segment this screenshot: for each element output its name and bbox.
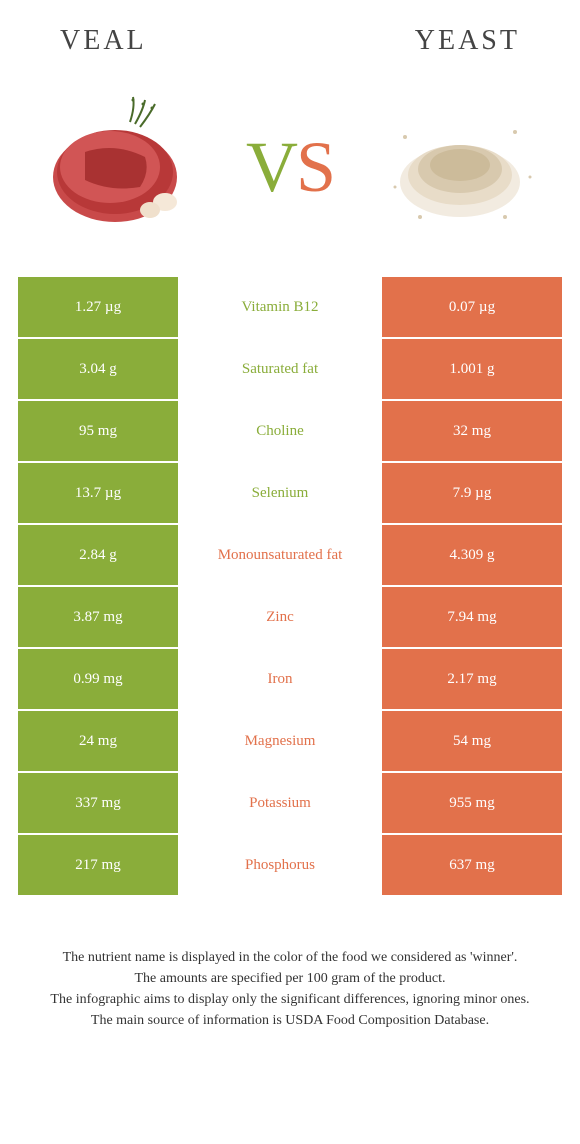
table-row: 95 mgCholine32 mg bbox=[18, 401, 562, 461]
nutrient-label: Selenium bbox=[178, 463, 382, 523]
yeast-image bbox=[370, 87, 550, 247]
value-left: 95 mg bbox=[18, 401, 178, 461]
value-left: 13.7 µg bbox=[18, 463, 178, 523]
header: VEAL YEAST bbox=[0, 0, 580, 67]
footer-line: The nutrient name is displayed in the co… bbox=[30, 947, 550, 968]
nutrient-label: Zinc bbox=[178, 587, 382, 647]
vs-v: V bbox=[246, 127, 296, 207]
nutrient-label: Phosphorus bbox=[178, 835, 382, 895]
value-right: 7.94 mg bbox=[382, 587, 562, 647]
nutrient-label: Saturated fat bbox=[178, 339, 382, 399]
value-left: 3.04 g bbox=[18, 339, 178, 399]
value-right: 2.17 mg bbox=[382, 649, 562, 709]
value-right: 4.309 g bbox=[382, 525, 562, 585]
table-row: 13.7 µgSelenium7.9 µg bbox=[18, 463, 562, 523]
title-right: YEAST bbox=[415, 25, 520, 57]
table-row: 2.84 gMonounsaturated fat4.309 g bbox=[18, 525, 562, 585]
table-row: 0.99 mgIron2.17 mg bbox=[18, 649, 562, 709]
table-row: 24 mgMagnesium54 mg bbox=[18, 711, 562, 771]
value-left: 217 mg bbox=[18, 835, 178, 895]
value-right: 1.001 g bbox=[382, 339, 562, 399]
veal-image bbox=[30, 87, 210, 247]
table-row: 1.27 µgVitamin B120.07 µg bbox=[18, 277, 562, 337]
nutrient-label: Magnesium bbox=[178, 711, 382, 771]
value-left: 24 mg bbox=[18, 711, 178, 771]
value-left: 337 mg bbox=[18, 773, 178, 833]
vs-s: S bbox=[296, 127, 334, 207]
footer-notes: The nutrient name is displayed in the co… bbox=[0, 897, 580, 1051]
nutrient-label: Iron bbox=[178, 649, 382, 709]
table-row: 337 mgPotassium955 mg bbox=[18, 773, 562, 833]
nutrient-label: Vitamin B12 bbox=[178, 277, 382, 337]
nutrient-label: Potassium bbox=[178, 773, 382, 833]
value-left: 0.99 mg bbox=[18, 649, 178, 709]
value-right: 0.07 µg bbox=[382, 277, 562, 337]
value-right: 32 mg bbox=[382, 401, 562, 461]
value-right: 54 mg bbox=[382, 711, 562, 771]
nutrient-label: Choline bbox=[178, 401, 382, 461]
footer-line: The main source of information is USDA F… bbox=[30, 1010, 550, 1031]
value-right: 955 mg bbox=[382, 773, 562, 833]
table-row: 217 mgPhosphorus637 mg bbox=[18, 835, 562, 895]
value-left: 1.27 µg bbox=[18, 277, 178, 337]
title-left: VEAL bbox=[60, 25, 147, 57]
table-row: 3.04 gSaturated fat1.001 g bbox=[18, 339, 562, 399]
value-left: 3.87 mg bbox=[18, 587, 178, 647]
nutrient-label: Monounsaturated fat bbox=[178, 525, 382, 585]
value-left: 2.84 g bbox=[18, 525, 178, 585]
footer-line: The infographic aims to display only the… bbox=[30, 989, 550, 1010]
comparison-table: 1.27 µgVitamin B120.07 µg3.04 gSaturated… bbox=[18, 277, 562, 895]
footer-line: The amounts are specified per 100 gram o… bbox=[30, 968, 550, 989]
vs-row: VS bbox=[0, 67, 580, 277]
value-right: 7.9 µg bbox=[382, 463, 562, 523]
vs-label: VS bbox=[246, 126, 334, 209]
value-right: 637 mg bbox=[382, 835, 562, 895]
table-row: 3.87 mgZinc7.94 mg bbox=[18, 587, 562, 647]
